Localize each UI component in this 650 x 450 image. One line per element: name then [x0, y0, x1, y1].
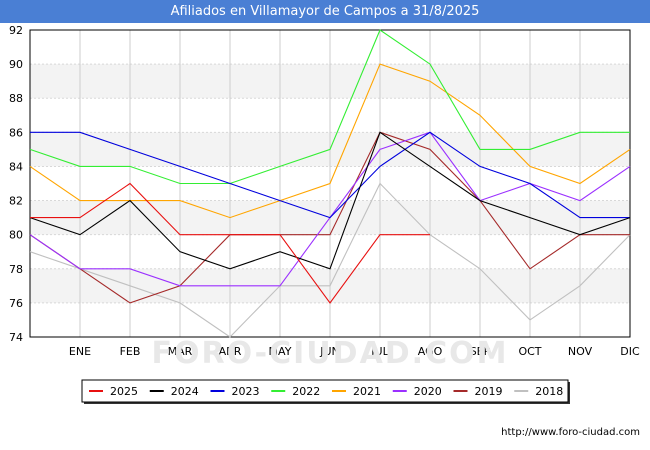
x-tick-label: ENE [69, 345, 91, 358]
legend-label-2024: 2024 [171, 385, 199, 398]
y-tick-label: 92 [9, 24, 23, 37]
x-tick-label: SEP [470, 345, 491, 358]
series-line-2019 [29, 131, 630, 304]
series-line-2023 [30, 131, 630, 219]
series-line-2024 [29, 131, 631, 270]
x-tick-label: MAR [168, 345, 193, 358]
source-url[interactable]: http://www.foro-ciudad.com [501, 427, 640, 438]
x-tick-label: JUN [319, 345, 340, 358]
y-tick-label: 74 [9, 331, 23, 344]
legend-label-2018: 2018 [535, 385, 563, 398]
y-tick-label: 80 [9, 229, 23, 242]
legend-label-2022: 2022 [292, 385, 320, 398]
y-tick-label: 86 [9, 126, 23, 139]
chart-title: Afiliados en Villamayor de Campos a 31/8… [0, 0, 650, 23]
y-tick-label: 84 [9, 160, 23, 173]
watermark: FORO-CIUDAD.COM [152, 336, 509, 371]
legend-label-2020: 2020 [414, 385, 442, 398]
series-line-2022 [29, 29, 630, 185]
y-tick-label: 90 [9, 58, 23, 71]
x-tick-label: AGO [418, 345, 443, 358]
x-tick-label: NOV [568, 345, 593, 358]
series-line-2025 [30, 182, 430, 304]
legend-label-2021: 2021 [353, 385, 381, 398]
y-tick-label: 82 [9, 195, 23, 208]
x-tick-label: OCT [518, 345, 541, 358]
y-tick-label: 88 [9, 92, 23, 105]
x-tick-label: JUL [370, 345, 389, 358]
plot-border [29, 29, 631, 338]
legend-label-2023: 2023 [232, 385, 260, 398]
series-line-2018 [29, 182, 631, 338]
legend-label-2019: 2019 [475, 385, 503, 398]
y-tick-label: 76 [9, 297, 23, 310]
legend-label-2025: 2025 [110, 385, 138, 398]
y-tick-label: 78 [9, 263, 23, 276]
x-tick-label: DIC [620, 345, 640, 358]
x-tick-label: MAY [269, 345, 292, 358]
legend-box [81, 379, 569, 403]
x-tick-label: FEB [120, 345, 141, 358]
x-tick-label: ABR [219, 345, 242, 358]
